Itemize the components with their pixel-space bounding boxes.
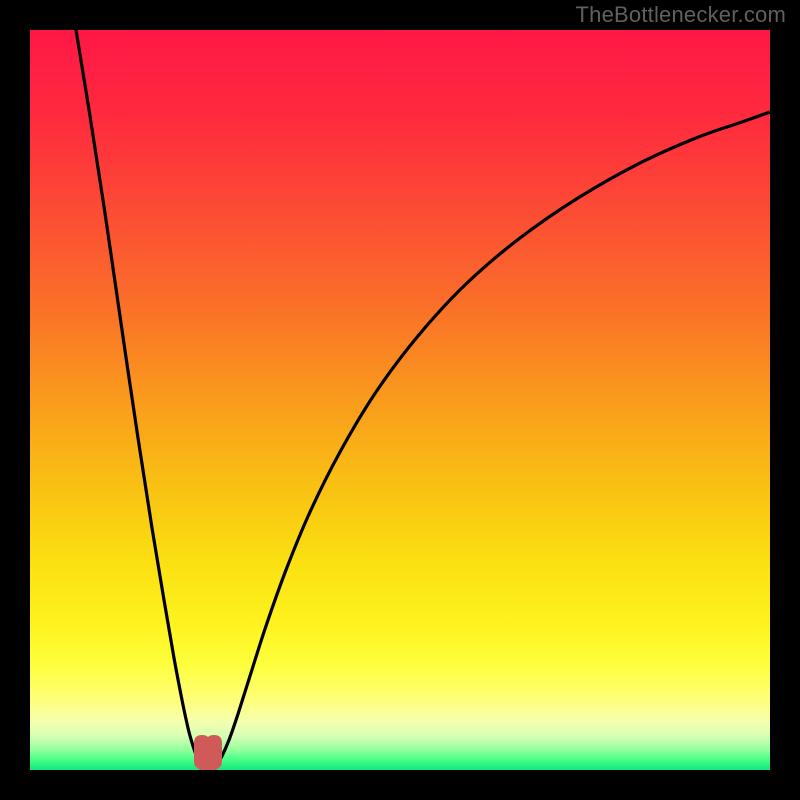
watermark-text: TheBottlenecker.com	[576, 2, 786, 28]
gradient-background	[30, 30, 770, 770]
chart-frame: TheBottlenecker.com	[0, 0, 800, 800]
curve-min-marker	[194, 735, 222, 772]
bottleneck-curve-chart	[0, 0, 800, 800]
